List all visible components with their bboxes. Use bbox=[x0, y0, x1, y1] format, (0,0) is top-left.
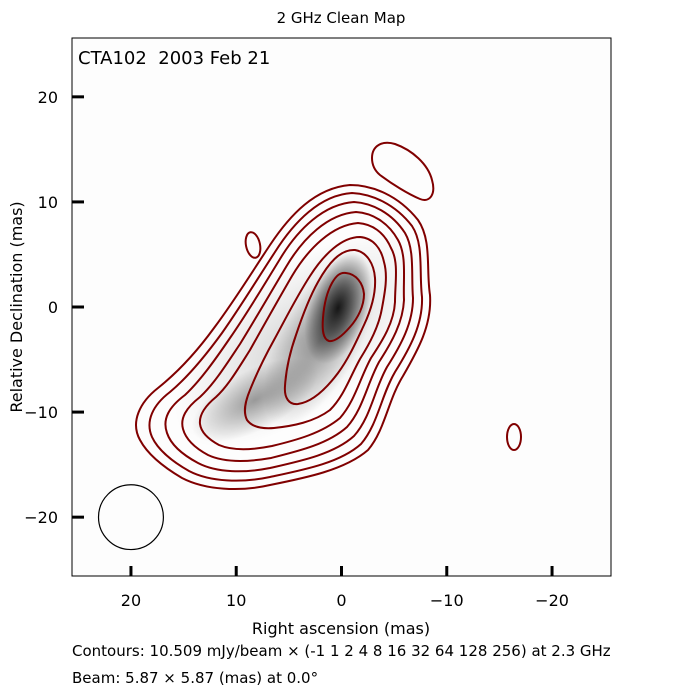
figure: 2 GHz Clean Map CTA102 2003 Feb 21 20 10 0… bbox=[7, 9, 612, 638]
y-axis-ticks: 20 10 0 −10 −20 bbox=[24, 88, 84, 527]
caption-contours: Contours: 10.509 mJy/beam × (-1 1 2 4 8 … bbox=[72, 642, 611, 660]
x-tick-label: −20 bbox=[535, 591, 569, 610]
emission-core bbox=[304, 252, 372, 364]
contour-level-4 bbox=[181, 210, 406, 463]
y-tick-label: 20 bbox=[38, 88, 58, 107]
contour-level-8 bbox=[321, 271, 366, 343]
chart-title: 2 GHz Clean Map bbox=[277, 9, 406, 27]
y-tick-label: −10 bbox=[24, 403, 58, 422]
x-tick-label: −10 bbox=[430, 591, 464, 610]
contour-level-5 bbox=[198, 221, 397, 451]
x-tick-label: 10 bbox=[226, 591, 246, 610]
contour-island-left bbox=[244, 231, 262, 259]
beam-ellipse bbox=[97, 484, 164, 551]
contour-level-7 bbox=[283, 248, 377, 406]
y-axis-label: Relative Declination (mas) bbox=[7, 201, 26, 412]
contour-level-1 bbox=[135, 183, 432, 491]
emission-tail bbox=[191, 357, 319, 443]
contour-island-top-right bbox=[370, 141, 435, 201]
y-tick-label: 0 bbox=[48, 298, 58, 317]
contour-level-3 bbox=[164, 200, 415, 473]
contour-island-right bbox=[506, 423, 522, 451]
source-label: CTA102 2003 Feb 21 bbox=[78, 48, 270, 69]
caption-beam: Beam: 5.87 × 5.87 (mas) at 0.0° bbox=[72, 669, 319, 687]
x-axis-label: Right ascension (mas) bbox=[252, 619, 430, 638]
y-tick-label: 10 bbox=[38, 193, 58, 212]
contour-level-6 bbox=[243, 235, 387, 430]
contour-set bbox=[135, 141, 522, 491]
contour-level-2 bbox=[148, 191, 424, 482]
x-axis-ticks: 20 10 0 −10 −20 bbox=[121, 566, 569, 610]
x-tick-label: 20 bbox=[121, 591, 141, 610]
x-tick-label: 0 bbox=[336, 591, 346, 610]
y-tick-label: −20 bbox=[24, 508, 58, 527]
